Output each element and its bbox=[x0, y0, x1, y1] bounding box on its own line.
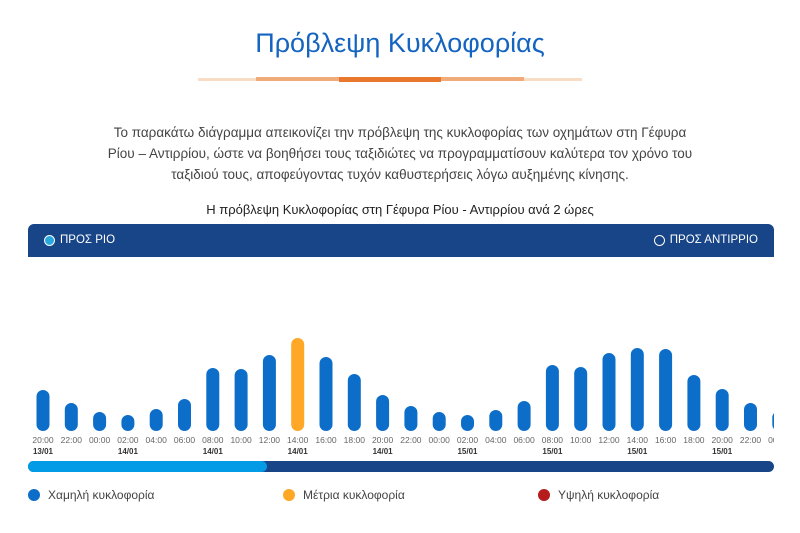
time-label: 06:00 bbox=[513, 435, 535, 445]
legend-low-label: Χαμηλή κυκλοφορία bbox=[48, 488, 155, 502]
bar-12[interactable] bbox=[376, 395, 390, 431]
bar-24[interactable] bbox=[715, 389, 729, 431]
time-label: 22:00 bbox=[61, 435, 83, 445]
bar-14[interactable] bbox=[432, 412, 446, 431]
direction-antirrio-option[interactable]: ΠΡΟΣ ΑΝΤΙΡΡΙΟ bbox=[653, 234, 758, 246]
date-label: 15/01 bbox=[712, 447, 733, 456]
bar-7[interactable] bbox=[234, 369, 248, 431]
time-label: 14:00 bbox=[627, 435, 649, 445]
date-label: 14/01 bbox=[288, 447, 309, 456]
bar-11[interactable] bbox=[347, 374, 361, 431]
scrollbar-thumb[interactable] bbox=[28, 461, 267, 472]
time-label: 00:00 bbox=[429, 435, 451, 445]
legend-high-dot-icon bbox=[538, 489, 550, 501]
time-label: 04:00 bbox=[485, 435, 507, 445]
date-label: 15/01 bbox=[627, 447, 648, 456]
date-label: 13/01 bbox=[33, 447, 54, 456]
bar-8[interactable] bbox=[262, 355, 276, 431]
time-label: 06:00 bbox=[174, 435, 196, 445]
time-label: 00:00 bbox=[89, 435, 111, 445]
legend-high-label: Υψηλή κυκλοφορία bbox=[558, 488, 660, 502]
bar-22[interactable] bbox=[659, 349, 673, 431]
date-label: 14/01 bbox=[203, 447, 224, 456]
legend-medium-label: Μέτρια κυκλοφορία bbox=[303, 488, 405, 502]
legend-low: Χαμηλή κυκλοφορία bbox=[28, 488, 154, 502]
time-label: 08:00 bbox=[542, 435, 564, 445]
time-label: 20:00 bbox=[32, 435, 54, 445]
direction-antirrio-label: ΠΡΟΣ ΑΝΤΙΡΡΙΟ bbox=[669, 234, 758, 246]
legend-medium-dot-icon bbox=[283, 489, 295, 501]
chart-scrollbar[interactable] bbox=[28, 461, 774, 472]
time-label: 14:00 bbox=[287, 435, 309, 445]
title-divider-center bbox=[339, 77, 441, 82]
time-label: 10:00 bbox=[570, 435, 592, 445]
traffic-chart: 20:00 13/01 22:00 00:00 02:00 14/01 04:00 06:00… bbox=[32, 338, 774, 456]
bar-25[interactable] bbox=[744, 403, 757, 431]
bar-21[interactable] bbox=[630, 348, 644, 431]
time-label: 16:00 bbox=[655, 435, 677, 445]
bar-2[interactable] bbox=[93, 412, 107, 431]
chart-title: Η πρόβλεψη Κυκλοφορίας στη Γέφυρα Ρίου -… bbox=[206, 202, 594, 217]
time-label: 20:00 bbox=[712, 435, 734, 445]
bar-5[interactable] bbox=[178, 399, 191, 431]
time-label: 08:00 bbox=[202, 435, 224, 445]
description: Το παρακάτω διάγραμμα απεικονίζει την πρ… bbox=[107, 125, 693, 182]
bar-17[interactable] bbox=[517, 401, 531, 431]
time-label: 12:00 bbox=[598, 435, 620, 445]
time-label: 22:00 bbox=[740, 435, 762, 445]
direction-rio-option[interactable]: ΠΡΟΣ ΡΙΟ bbox=[44, 234, 115, 246]
time-label: 02:00 bbox=[457, 435, 479, 445]
time-label: 22:00 bbox=[400, 435, 422, 445]
date-label: 15/01 bbox=[542, 447, 563, 456]
page-title: Πρόβλεψη Κυκλοφορίας bbox=[255, 28, 545, 58]
direction-bar: ΠΡΟΣ ΡΙΟ ΠΡΟΣ ΑΝΤΙΡΡΙΟ bbox=[28, 224, 774, 257]
bar-10[interactable] bbox=[319, 357, 333, 431]
bar-23[interactable] bbox=[687, 375, 701, 431]
time-label: 00:00 bbox=[768, 435, 774, 445]
direction-rio-label: ΠΡΟΣ ΡΙΟ bbox=[60, 234, 116, 246]
bar-16[interactable] bbox=[489, 410, 503, 431]
radio-selected-icon[interactable] bbox=[44, 234, 55, 246]
time-label: 10:00 bbox=[230, 435, 252, 445]
time-label: 12:00 bbox=[259, 435, 281, 445]
bar-20[interactable] bbox=[602, 353, 616, 431]
bar-9[interactable] bbox=[291, 338, 305, 431]
time-label: 20:00 bbox=[372, 435, 394, 445]
bar-1[interactable] bbox=[64, 403, 78, 431]
time-label: 04:00 bbox=[146, 435, 168, 445]
bar-18[interactable] bbox=[545, 365, 559, 431]
date-label: 14/01 bbox=[118, 447, 139, 456]
time-label: 18:00 bbox=[344, 435, 366, 445]
bar-3[interactable] bbox=[121, 415, 135, 431]
date-label: 15/01 bbox=[457, 447, 478, 456]
bar-4[interactable] bbox=[149, 409, 163, 431]
bar-26[interactable] bbox=[772, 411, 774, 431]
bar-6[interactable] bbox=[206, 368, 220, 431]
radio-unselected-icon[interactable] bbox=[653, 234, 665, 246]
legend-medium: Μέτρια κυκλοφορία bbox=[283, 488, 405, 502]
time-label: 16:00 bbox=[315, 435, 337, 445]
date-label: 14/01 bbox=[373, 447, 394, 456]
bar-0[interactable] bbox=[36, 390, 50, 431]
legend-low-dot-icon bbox=[28, 489, 40, 501]
bar-19[interactable] bbox=[574, 367, 588, 431]
bar-13[interactable] bbox=[404, 406, 418, 431]
bar-15[interactable] bbox=[461, 415, 474, 431]
time-label: 18:00 bbox=[683, 435, 705, 445]
legend-high: Υψηλή κυκλοφορία bbox=[538, 488, 659, 502]
time-label: 02:00 bbox=[117, 435, 139, 445]
